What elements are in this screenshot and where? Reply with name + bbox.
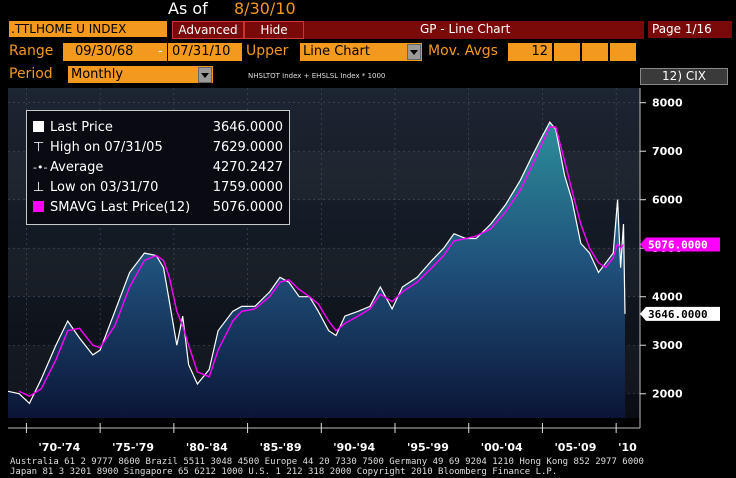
legend-value: 5076.0000	[212, 200, 283, 215]
x-tick-label: '00-'04	[481, 441, 523, 453]
x-tick-label: '90-'94	[333, 441, 375, 453]
period-label: Period	[9, 66, 53, 82]
mov-avgs-label: Mov. Avgs	[428, 43, 498, 59]
last-price-line	[7, 121, 626, 405]
x-tick-label: '80-'84	[186, 441, 228, 453]
footer-contacts-line-2: Japan 81 3 3201 8900 Singapore 65 6212 1…	[10, 467, 558, 477]
chart-legend: Last Price 3646.0000 ⊤ High on 07/31/05 7…	[26, 110, 290, 225]
mov-avgs-slot-3[interactable]	[582, 43, 608, 61]
page-indicator[interactable]: Page 1/16	[648, 21, 732, 38]
mov-avgs-value: 12	[531, 44, 548, 59]
as-of-date: 8/30/10	[234, 0, 296, 18]
range-start-input[interactable]: 09/30/68	[63, 43, 167, 61]
title-bar	[304, 21, 644, 39]
formula-text: NHSLTOT Index + EHSLSL Index * 1000	[248, 72, 386, 80]
x-tick-label: '95-'99	[407, 441, 449, 453]
ticker-field[interactable]: .TTLHOME U INDEX	[9, 21, 167, 37]
x-tick-label: '85-'89	[260, 441, 302, 453]
legend-row-low: ⊥ Low on 03/31/70	[33, 180, 158, 195]
mov-avgs-slot-4[interactable]	[610, 43, 636, 61]
mov-avgs-slot-2[interactable]	[554, 43, 580, 61]
footer-contacts-line-1: Australia 61 2 9777 8600 Brazil 5511 304…	[10, 457, 644, 467]
range-label: Range	[9, 43, 54, 59]
x-tick-label: '75-'79	[112, 441, 154, 453]
y-tick-label: 3000	[652, 339, 683, 352]
white-square-icon	[33, 121, 44, 132]
legend-row-high: ⊤ High on 07/31/05	[33, 140, 163, 155]
period-select-value: Monthly	[71, 67, 124, 82]
smavg-line	[18, 126, 625, 397]
cix-button[interactable]: 12) CIX	[640, 68, 728, 85]
screen-title: GP - Line Chart	[420, 22, 511, 36]
average-marker-icon: -•-	[33, 161, 48, 174]
upper-dropdown-icon[interactable]	[407, 44, 421, 60]
range-dash: -	[158, 44, 163, 59]
x-tick-label: '10	[618, 441, 637, 453]
legend-label: High on 07/31/05	[50, 140, 163, 155]
mov-avgs-input[interactable]: 12	[508, 43, 552, 61]
y-tick-label: 2000	[652, 388, 683, 401]
legend-value: 4270.2427	[212, 160, 283, 175]
legend-row-average: -•- Average	[33, 160, 103, 175]
legend-label: SMAVG Last Price(12)	[50, 200, 191, 215]
y-tick-label: 7000	[652, 145, 683, 158]
low-marker-icon: ⊥	[33, 180, 45, 195]
advanced-button[interactable]: Advanced	[172, 21, 244, 39]
legend-label: Average	[50, 160, 104, 175]
legend-label: Last Price	[50, 120, 113, 135]
y-tick-label: 8000	[652, 97, 683, 110]
x-tick-label: '05-'09	[554, 441, 596, 453]
upper-select-value: Line Chart	[303, 44, 370, 59]
smavg-tag-label: 5076.0000	[648, 239, 708, 252]
legend-row-smavg: SMAVG Last Price(12)	[33, 200, 190, 215]
y-tick-label: 4000	[652, 291, 683, 304]
magenta-square-icon	[33, 201, 44, 212]
last-price-tag	[640, 306, 720, 321]
upper-label: Upper	[246, 43, 289, 59]
period-dropdown-icon[interactable]	[198, 67, 212, 83]
legend-row-last-price: Last Price	[33, 120, 113, 135]
high-marker-icon: ⊤	[33, 140, 45, 155]
range-end-input[interactable]: 07/31/10	[168, 43, 242, 61]
smavg-tag	[640, 237, 720, 252]
period-select[interactable]: Monthly	[68, 66, 213, 83]
last-price-area	[8, 122, 625, 418]
upper-select[interactable]: Line Chart	[300, 43, 422, 61]
as-of-label: As of	[168, 0, 208, 18]
legend-value: 7629.0000	[212, 140, 283, 155]
x-tick-label: '70-'74	[38, 441, 80, 453]
legend-value: 1759.0000	[212, 180, 283, 195]
y-tick-label: 6000	[652, 194, 683, 207]
hide-button[interactable]: Hide	[244, 21, 304, 39]
legend-value: 3646.0000	[212, 120, 283, 135]
legend-label: Low on 03/31/70	[50, 180, 159, 195]
last-price-tag-label: 3646.0000	[648, 308, 708, 321]
